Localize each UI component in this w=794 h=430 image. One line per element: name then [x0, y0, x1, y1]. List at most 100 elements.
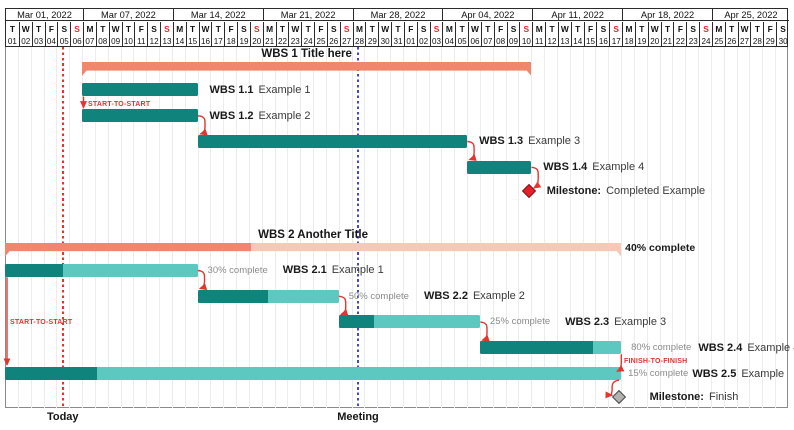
meeting-line: [356, 47, 359, 408]
day-gridline: [646, 47, 648, 408]
day-letter-cell: F: [224, 22, 237, 35]
day-gridline: [775, 47, 777, 408]
completed-fill: [5, 263, 63, 277]
day-number-cell: 17: [211, 35, 224, 47]
day-gridline: [762, 47, 764, 408]
completed-fill: [479, 341, 593, 355]
day-letter-cell: T: [121, 22, 135, 35]
task-name: WBS 1.4: [543, 161, 588, 174]
task-bar: [479, 341, 622, 355]
day-number-cell: 17: [609, 35, 622, 47]
task-name: WBS 2.4: [698, 341, 743, 354]
day-gridline: [672, 47, 674, 408]
day-gridline: [300, 47, 302, 408]
day-letter-cell: W: [557, 22, 571, 35]
day-number-cell: 24: [301, 35, 314, 47]
day-letter-cell: M: [352, 22, 366, 35]
task-bar: [5, 367, 622, 380]
day-number-cell: 24: [699, 35, 712, 47]
day-number-cell: 01: [403, 35, 417, 47]
day-gridline: [633, 47, 635, 408]
dependency-type-label: START-TO-START: [88, 100, 151, 108]
day-gridline: [518, 47, 520, 408]
day-number-cell: 25: [314, 35, 327, 47]
task-description: Example 2: [472, 290, 525, 303]
day-letter-cell: S: [249, 22, 263, 35]
task-label: WBS 1.3 Example 3: [479, 135, 580, 147]
day-letter-cell: F: [314, 22, 327, 35]
task-label: 25% complete WBS 2.3 Example 3: [490, 316, 666, 328]
group-title: WBS 1 Title here: [261, 47, 352, 60]
day-letter-cell: T: [634, 22, 648, 35]
milestone-label-text: Finish: [708, 391, 739, 404]
day-number-cell: 13: [160, 35, 173, 47]
day-letter-cell: T: [9, 23, 15, 34]
day-number-cell: 07: [480, 35, 494, 47]
day-letter-cell: T: [545, 22, 558, 35]
day-letter-cell: S: [699, 22, 712, 35]
day-letter-cell: M: [622, 22, 635, 35]
day-number-cell: 18: [622, 35, 635, 47]
day-number-cell: 28: [750, 35, 763, 47]
task-label: WBS 1.2 Example 2: [210, 110, 311, 122]
day-letter-cell: W: [18, 22, 32, 35]
day-number-cell: 08: [493, 35, 507, 47]
day-letter-cell: T: [570, 22, 584, 35]
day-gridline: [94, 47, 96, 408]
day-number-cell: 06: [70, 35, 83, 47]
day-number-cell: 21: [262, 35, 276, 47]
day-letter-cell: S: [506, 22, 520, 35]
day-letter-cell: F: [763, 22, 776, 35]
day-letter-cell: F: [44, 22, 58, 35]
task-description: Example 1: [331, 264, 384, 277]
week-header-cell: Apr 04, 2022: [442, 9, 533, 21]
day-number-cell: 20: [647, 35, 661, 47]
day-letter-cell: M: [711, 22, 725, 35]
day-gridline: [454, 47, 456, 408]
day-gridline: [582, 47, 584, 408]
day-number-cell: 19: [237, 35, 250, 47]
day-number-cell: 29: [763, 35, 776, 47]
task-name: WBS 2.5: [692, 367, 737, 380]
day-number-cell: 23: [686, 35, 699, 47]
week-header-cell: Apr 11, 2022: [532, 9, 623, 21]
percent-complete-text: 30% complete: [207, 264, 268, 276]
day-number-cell: 04: [44, 35, 58, 47]
day-number-cell: 04: [442, 35, 455, 47]
percent-complete-text: 40% complete: [625, 242, 696, 254]
day-gridline: [146, 47, 148, 408]
week-header-cell: Mar 21, 2022: [262, 9, 353, 21]
day-letter-cell: W: [198, 22, 212, 35]
day-letter-cell: M: [262, 22, 276, 35]
day-gridline: [338, 47, 340, 408]
day-number-cell: 22: [275, 35, 289, 47]
day-gridline: [685, 47, 687, 408]
day-gridline: [223, 47, 225, 408]
day-letter-cell: S: [609, 22, 622, 35]
day-gridline: [351, 47, 353, 408]
day-letter-cell: T: [275, 22, 289, 35]
day-gridline: [171, 47, 173, 408]
day-letter-cell: T: [301, 22, 314, 35]
milestone-label-bold: Milestone:: [546, 184, 602, 197]
task-description: Example 2: [258, 109, 311, 122]
day-gridline: [621, 47, 623, 408]
milestone-label-bold: Milestone:: [649, 391, 704, 404]
day-letter-cell: W: [737, 22, 751, 35]
task-label: 50% complete WBS 2.2 Example 2: [349, 290, 525, 302]
day-number-cell: 11: [532, 35, 545, 47]
day-gridline: [261, 47, 263, 408]
day-gridline: [505, 47, 507, 408]
day-letter-cell: S: [57, 22, 70, 35]
day-gridline: [133, 47, 135, 408]
day-number-cell: 15: [185, 35, 199, 47]
day-gridline: [659, 47, 661, 408]
task-bar: [467, 160, 532, 174]
day-number-cell: 21: [660, 35, 674, 47]
day-gridline: [210, 47, 212, 408]
day-gridline: [17, 47, 19, 408]
day-number-cell: 09: [108, 35, 122, 47]
completed-fill: [338, 315, 375, 329]
day-letter-cell: S: [596, 22, 609, 35]
